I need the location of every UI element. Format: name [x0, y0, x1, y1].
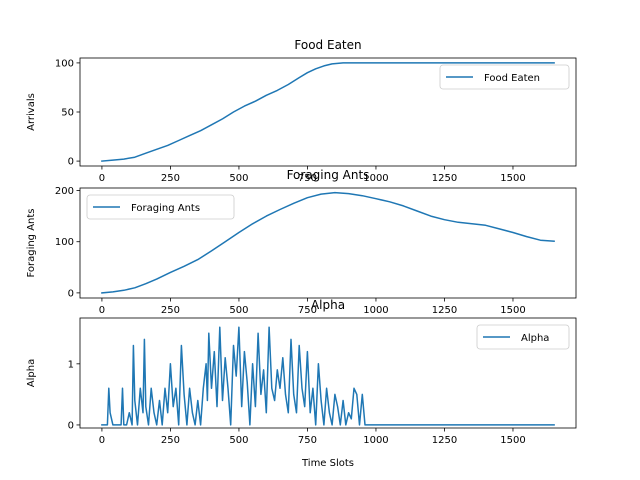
- x-tick-label: 1250: [432, 435, 457, 446]
- x-tick-label: 1250: [432, 305, 457, 316]
- y-tick-label: 0: [68, 420, 74, 431]
- legend-box: [476, 324, 570, 350]
- chart-title: Food Eaten: [294, 38, 361, 52]
- y-axis-label: Alpha: [26, 359, 37, 387]
- legend-label: Foraging Ants: [131, 203, 200, 214]
- x-tick-label: 1500: [500, 173, 525, 184]
- chart-panel-1: 0 250 500 750 1000 1250 1500 0 50 100 Food Eaten Ar…: [26, 38, 577, 184]
- y-tick-label: 100: [55, 58, 74, 69]
- x-tick-label: 750: [298, 435, 317, 446]
- y-tick-label: 50: [61, 108, 74, 119]
- x-tick-label: 1500: [500, 435, 525, 446]
- y-tick-label: 1: [68, 359, 74, 370]
- chart-title: Foraging Ants: [287, 168, 370, 182]
- series-line-2-1: [101, 191, 555, 294]
- x-tick-label: 500: [229, 435, 248, 446]
- x-tick-label: 500: [229, 305, 248, 316]
- x-tick-label: 1250: [432, 173, 457, 184]
- x-tick-label: 250: [161, 173, 180, 184]
- x-tick-label: 750: [298, 173, 317, 184]
- legend-box: [439, 64, 570, 90]
- chart-panel-2: 0 250 500 750 1000 1250 1500 0 100 200 Foraging An…: [26, 168, 577, 316]
- chart-title: Alpha: [311, 298, 345, 312]
- y-tick-label: 0: [68, 157, 74, 168]
- x-tick-label: 1500: [500, 305, 525, 316]
- series-line-3-1: [101, 326, 555, 426]
- x-tick-label: 250: [161, 435, 180, 446]
- y-tick-label: 100: [55, 237, 74, 248]
- y-axis-label: Foraging Ants: [26, 208, 37, 277]
- x-axis-label: Time Slots: [301, 458, 354, 469]
- y-tick-label: 0: [68, 288, 74, 299]
- x-tick-label: 0: [99, 173, 105, 184]
- x-tick-label: 1000: [363, 435, 388, 446]
- x-tick-label: 250: [161, 305, 180, 316]
- x-tick-label: 0: [99, 435, 105, 446]
- x-tick-label: 750: [298, 305, 317, 316]
- y-tick-label: 200: [55, 186, 74, 197]
- x-tick-label: 1000: [363, 305, 388, 316]
- legend-box: [86, 194, 235, 220]
- series-line-1-1: [101, 62, 555, 162]
- chart-panel-3: 0 250 500 750 1000 1250 1500 0 1 Alpha Alpha Time S…: [26, 298, 577, 469]
- axes-frame: [79, 187, 577, 299]
- axes-frame: [79, 317, 577, 429]
- legend-label: Alpha: [521, 333, 549, 344]
- x-tick-label: 500: [229, 173, 248, 184]
- x-tick-label: 0: [99, 305, 105, 316]
- legend-label: Food Eaten: [484, 73, 540, 84]
- x-tick-label: 1000: [363, 173, 388, 184]
- y-axis-label: Arrivals: [26, 93, 37, 131]
